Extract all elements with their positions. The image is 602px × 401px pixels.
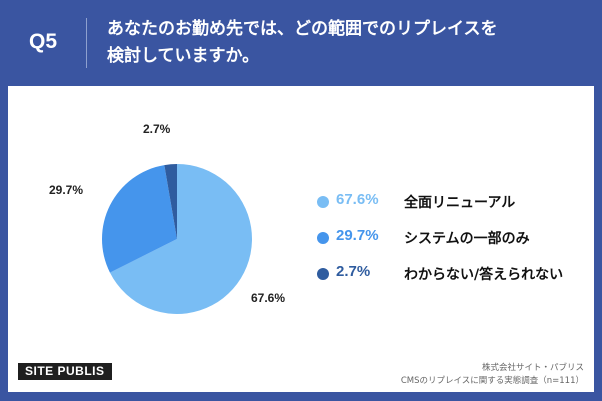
header-divider [86,18,87,68]
question-header: Q5 あなたのお勤め先では、どの範囲でのリプレイスを 検討していますか。 [0,0,602,86]
question-line-2: 検討していますか。 [107,46,260,66]
question-line-1: あなたのお勤め先では、どの範囲でのリプレイスを [107,19,498,39]
source-survey: CMSのリプレイスに関する実態調査（n=111） [400,376,584,386]
legend-value-1: 67.6% [336,191,379,208]
legend-swatch-3 [317,268,329,280]
legend-swatch-2 [317,232,329,244]
brand-logo: SITE PUBLIS [18,363,112,380]
legend-value-2: 29.7% [336,227,379,244]
slice-label-3: 2.7% [143,122,171,136]
legend-label-2: システムの一部のみ [404,231,530,247]
legend-label-1: 全面リニューアル [404,195,516,211]
legend-item-3: 2.7% わからない/答えられない [317,261,587,297]
legend-value-3: 2.7% [336,263,371,280]
pie-slice-2 [102,165,177,273]
chart-card: 67.6% 29.7% 2.7% 67.6% 全面リニューアル 29.7% シス… [8,86,594,392]
source-company: 株式会社サイト・パブリス [481,363,584,373]
question-number: Q5 [29,30,58,53]
legend-item-1: 67.6% 全面リニューアル [317,189,587,225]
slice-label-2: 29.7% [49,183,84,197]
question-text: あなたのお勤め先では、どの範囲でのリプレイスを 検討していますか。 [107,16,577,70]
source-note: 株式会社サイト・パブリス CMSのリプレイスに関する実態調査（n=111） [401,362,584,388]
pie-chart [102,164,253,314]
chart-legend: 67.6% 全面リニューアル 29.7% システムの一部のみ 2.7% わからな… [317,189,587,297]
pie-slice-1 [109,164,253,314]
pie-slice-3 [164,164,177,239]
legend-swatch-1 [317,196,329,208]
legend-item-2: 29.7% システムの一部のみ [317,225,587,261]
slice-label-1: 67.6% [251,291,286,305]
legend-label-3: わからない/答えられない [404,267,564,283]
